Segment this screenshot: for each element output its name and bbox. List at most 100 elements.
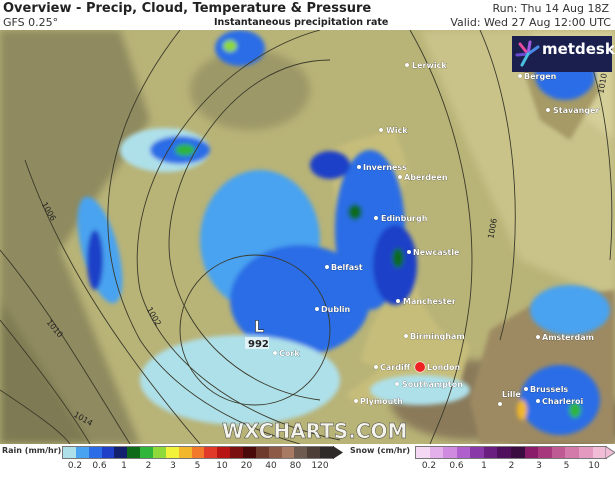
colorbar-swatch <box>230 447 244 458</box>
isobar <box>0 249 131 444</box>
rain-area <box>310 151 350 179</box>
colorbar-tick-label: 2 <box>508 461 515 471</box>
isobar <box>24 159 201 444</box>
rain-area <box>520 365 600 435</box>
colorbar-swatch <box>483 447 498 458</box>
colorbar-swatch <box>320 447 334 458</box>
colorbar-tick-label: 0.6 <box>449 461 464 471</box>
snow-colorbar-arrow-icon <box>605 446 615 459</box>
cities: Lerwick Bergen Stavanger Wick Inverness … <box>272 61 600 407</box>
colorbar-tick-label: 20 <box>240 461 253 471</box>
metdesk-logo: metdesk <box>512 36 615 72</box>
city-inverness: Inverness <box>356 163 407 172</box>
colorbar-tick-label: 5 <box>563 461 570 471</box>
colorbar-swatch <box>281 447 295 458</box>
heavy-rain-area <box>517 400 527 420</box>
isobar <box>479 30 516 341</box>
svg-text:Birmingham: Birmingham <box>410 332 465 341</box>
colorbar-swatch <box>243 447 256 458</box>
model-label: GFS 0.25° <box>3 16 59 29</box>
colorbar-swatch <box>470 447 484 458</box>
legend: Rain (mm/hr) 0.2 0.6 1 2 3 5 10 20 40 80 120 Snow … <box>0 444 615 478</box>
isobar <box>0 389 71 444</box>
svg-text:Charleroi: Charleroi <box>542 397 584 406</box>
low-symbol: L <box>254 317 264 336</box>
colorbar-swatch <box>127 447 141 458</box>
city-stavanger: Stavanger <box>545 106 600 115</box>
heavy-rain-area <box>175 144 195 156</box>
svg-text:Southampton: Southampton <box>402 380 463 389</box>
low-pressure-marker: L 992 <box>245 317 269 350</box>
svg-text:Amsterdam: Amsterdam <box>542 333 594 342</box>
colorbar-swatch <box>511 447 525 458</box>
rain-area <box>140 335 340 425</box>
colorbar-tick-label: 2 <box>145 461 152 471</box>
city-manchester: Manchester <box>395 297 456 306</box>
svg-text:Aberdeen: Aberdeen <box>404 173 448 182</box>
city-newcastle: Newcastle <box>406 248 460 257</box>
logo-burst-icon <box>515 40 540 67</box>
colorbar-swatch <box>153 447 166 458</box>
colorbar-swatch <box>140 447 154 458</box>
isobar <box>409 30 473 444</box>
heavy-rain-area <box>569 402 581 418</box>
colorbar-swatch <box>101 447 115 458</box>
colorbar-tick-label: 40 <box>265 461 277 471</box>
colorbar-swatch <box>294 447 308 458</box>
isobar <box>168 59 331 401</box>
heavy-rain-area <box>348 204 362 220</box>
colorbar-tick-label: 120 <box>311 461 329 471</box>
svg-text:Lerwick: Lerwick <box>412 61 447 70</box>
svg-text:Edinburgh: Edinburgh <box>381 214 428 223</box>
colorbar-swatch <box>524 447 539 458</box>
rain-area <box>230 245 370 355</box>
city-charleroi: Charleroi <box>535 397 584 406</box>
colorbar-swatch <box>255 447 269 458</box>
colorbar-swatch <box>538 447 552 458</box>
city-amsterdam: Amsterdam <box>535 333 594 342</box>
rain-legend-label: Rain (mm/hr) <box>2 446 62 455</box>
colorbar-tick-label: 5 <box>194 461 201 471</box>
svg-text:Cardiff: Cardiff <box>380 363 411 372</box>
svg-text:Brussels: Brussels <box>530 385 568 394</box>
isobar <box>589 59 613 261</box>
low-pressure-value: 992 <box>248 339 269 350</box>
isobar <box>0 319 91 444</box>
snow-colorbar <box>415 446 607 459</box>
city-belfast: Belfast <box>324 263 363 272</box>
run-time: Run: Thu 14 Aug 18Z <box>492 2 609 15</box>
colorbar-swatch <box>114 447 128 458</box>
rain-colorbar-arrow-icon <box>333 446 343 459</box>
colorbar-swatch <box>178 447 192 458</box>
isobar-label: 1010 <box>596 73 608 95</box>
svg-text:Newcastle: Newcastle <box>413 248 460 257</box>
colorbar-swatch <box>565 447 579 458</box>
colorbar-swatch <box>191 447 205 458</box>
chart-subtitle: Instantaneous precipitation rate <box>214 17 389 28</box>
svg-text:Manchester: Manchester <box>403 297 456 306</box>
svg-text:Stavanger: Stavanger <box>553 106 599 115</box>
svg-text:Belfast: Belfast <box>331 263 363 272</box>
colorbar-tick-label: 3 <box>536 461 542 471</box>
weather-map: 1006 1010 1014 1002 1010 1006 L 992 Lerw… <box>0 30 615 444</box>
city-wick: Wick <box>378 126 408 135</box>
colorbar-swatch <box>75 447 89 458</box>
colorbar-tick-label: 10 <box>588 461 600 471</box>
rain-area <box>530 285 610 335</box>
header: Overview - Precip, Cloud, Temperature & … <box>0 0 615 30</box>
colorbar-tick-label: 1 <box>481 461 487 471</box>
svg-text:Bergen: Bergen <box>524 72 557 81</box>
isobar <box>107 30 301 444</box>
low-center-ring <box>179 254 331 406</box>
city-bergen: Bergen <box>517 72 557 81</box>
rain-area <box>87 230 103 290</box>
city-southampton: Southampton <box>394 380 463 389</box>
valid-time: Valid: Wed 27 Aug 12:00 UTC <box>450 16 611 29</box>
colorbar-tick-label: 80 <box>289 461 302 471</box>
colorbar-swatch <box>551 447 566 458</box>
heavy-rain-area <box>392 248 404 268</box>
svg-text:London: London <box>427 363 461 372</box>
city-london: London <box>414 361 461 373</box>
svg-text:Cork: Cork <box>279 349 300 358</box>
svg-text:Inverness: Inverness <box>363 163 407 172</box>
